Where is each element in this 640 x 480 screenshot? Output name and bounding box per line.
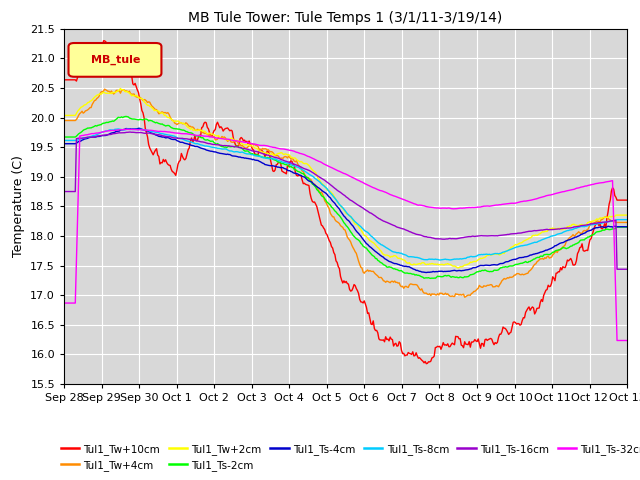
FancyBboxPatch shape	[68, 43, 161, 77]
Title: MB Tule Tower: Tule Temps 1 (3/1/11-3/19/14): MB Tule Tower: Tule Temps 1 (3/1/11-3/19…	[188, 11, 503, 25]
Legend: Tul1_Tw+10cm, Tul1_Tw+4cm, Tul1_Tw+2cm, Tul1_Ts-2cm, Tul1_Ts-4cm, Tul1_Ts-8cm, T: Tul1_Tw+10cm, Tul1_Tw+4cm, Tul1_Tw+2cm, …	[56, 439, 640, 475]
Y-axis label: Temperature (C): Temperature (C)	[12, 156, 25, 257]
Text: MB_tule: MB_tule	[91, 55, 140, 65]
